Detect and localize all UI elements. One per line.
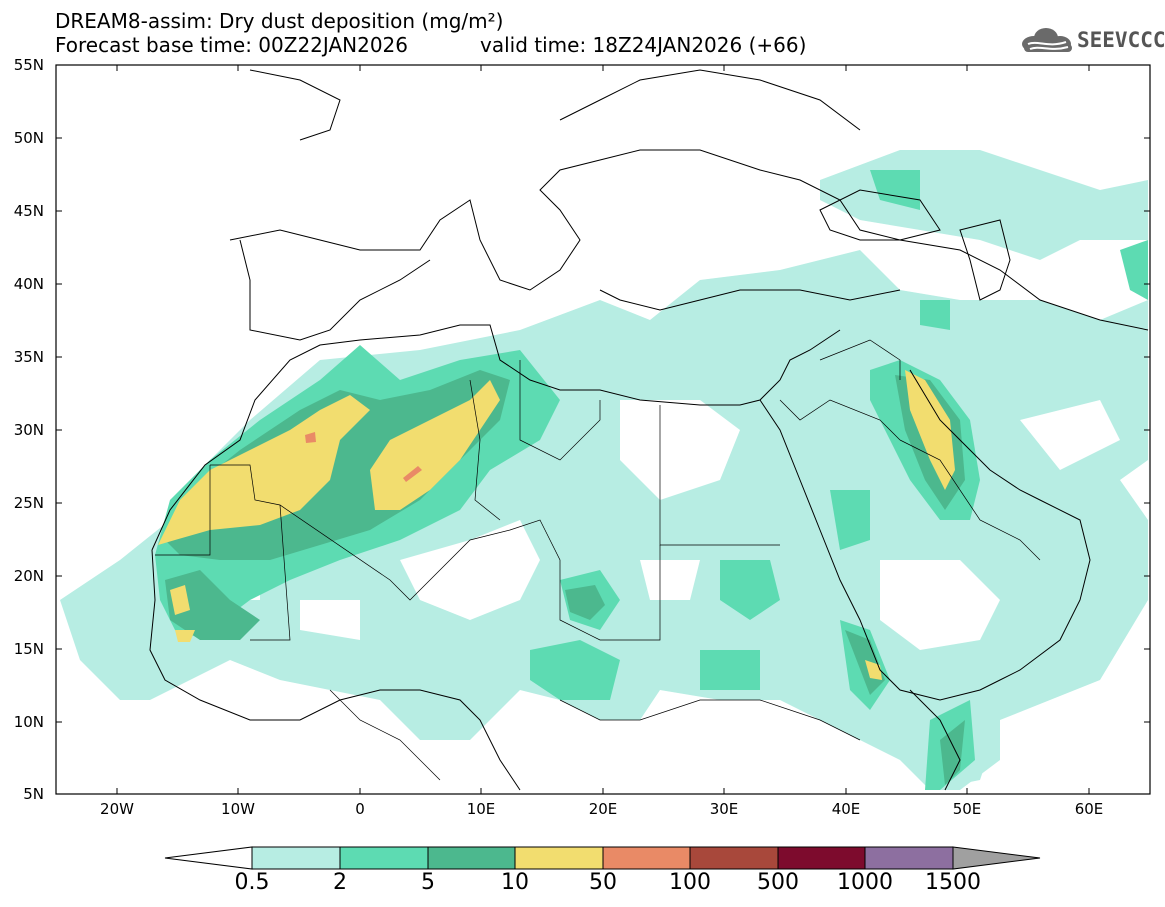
lat-label: 45N <box>13 202 44 220</box>
axis-ticks <box>56 64 1150 794</box>
colorbar-label: 1500 <box>925 870 981 895</box>
map-title: DREAM8-assim: Dry dust deposition (mg/m²… <box>55 9 504 33</box>
dust-deposition-field <box>60 150 1148 790</box>
colorbar-label: 5 <box>421 870 435 895</box>
lat-label: 15N <box>13 640 44 658</box>
colorbar-label: 50 <box>589 870 617 895</box>
colorbar-label: 10 <box>501 870 529 895</box>
coastlines <box>149 69 1149 791</box>
lat-label: 20N <box>13 567 44 585</box>
lon-label: 20E <box>588 800 618 818</box>
colorbar-over <box>952 846 1041 870</box>
lat-label: 50N <box>13 129 44 147</box>
colorbar-label: 2 <box>333 870 347 895</box>
lon-label: 0 <box>355 800 365 818</box>
lon-label: 10E <box>466 800 496 818</box>
colorbar-label: 0.5 <box>234 870 270 895</box>
lat-label: 10N <box>13 713 44 731</box>
lat-label: 40N <box>13 275 44 293</box>
lon-label: 50E <box>952 800 982 818</box>
contour-10 <box>158 370 955 680</box>
forecast-base-time: Forecast base time: 00Z22JAN2026 <box>55 33 408 57</box>
colorbar-under <box>164 846 253 870</box>
contour-50 <box>305 432 422 482</box>
colorbar <box>164 846 1041 870</box>
lat-label: 5N <box>23 785 44 803</box>
lon-label: 10W <box>221 800 255 818</box>
lon-label: 40E <box>831 800 861 818</box>
lat-label: 25N <box>13 494 44 512</box>
lon-label: 30E <box>709 800 739 818</box>
seevccc-logo <box>1022 28 1072 52</box>
logo-text: SEEVCCC <box>1077 28 1165 52</box>
country-borders <box>155 339 1041 781</box>
lat-label: 35N <box>13 348 44 366</box>
valid-time: valid time: 18Z24JAN2026 (+66) <box>480 33 807 57</box>
colorbar-label: 500 <box>757 870 799 895</box>
lon-label: 60E <box>1074 800 1104 818</box>
lat-label: 30N <box>13 421 44 439</box>
lon-label: 20W <box>100 800 134 818</box>
lat-label: 55N <box>13 56 44 74</box>
colorbar-label: 100 <box>669 870 711 895</box>
colorbar-label: 1000 <box>837 870 893 895</box>
